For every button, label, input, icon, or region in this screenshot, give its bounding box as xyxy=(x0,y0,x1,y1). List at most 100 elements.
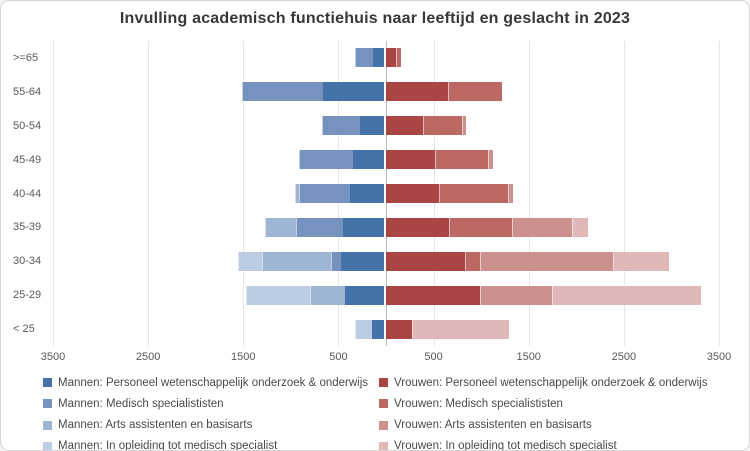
legend-label: Vrouwen: Personeel wetenschappelijk onde… xyxy=(394,376,708,389)
x-tick-label: 2500 xyxy=(611,351,637,363)
y-axis-label: 55-64 xyxy=(13,85,42,98)
bar-segment xyxy=(242,82,324,102)
bar-row-left xyxy=(299,150,384,170)
bar-segment xyxy=(386,251,465,271)
bar-row-left xyxy=(354,319,384,339)
gridline xyxy=(528,41,530,346)
bar-segment xyxy=(343,217,384,237)
y-axis-label: 40-44 xyxy=(13,187,42,200)
bar-row-left xyxy=(246,285,384,305)
bar-segment xyxy=(480,251,614,271)
legend-label: Vrouwen: Arts assistenten en basisarts xyxy=(394,419,592,432)
legend-swatch xyxy=(379,420,388,430)
chart-title: Invulling academisch functiehuis naar le… xyxy=(119,10,631,27)
legend-swatch xyxy=(379,378,388,387)
bar-row-right xyxy=(386,116,467,136)
bar-row-left xyxy=(322,116,384,136)
bar-segment xyxy=(354,319,372,339)
bar-segment xyxy=(371,319,384,339)
y-axis-label: 50-54 xyxy=(13,119,42,132)
legend-item: Mannen: In opleiding tot medisch special… xyxy=(43,440,278,451)
bar-segment xyxy=(386,217,449,237)
legend-item: Vrouwen: Medisch specialististen xyxy=(379,397,563,410)
gridline xyxy=(53,41,54,346)
legend-swatch xyxy=(379,399,388,409)
bar-segment xyxy=(330,251,342,271)
bar-segment xyxy=(246,285,310,305)
bar-segment xyxy=(262,251,331,271)
bar-segment xyxy=(423,116,463,136)
bar-segment xyxy=(572,217,588,237)
legend-swatch xyxy=(43,378,52,387)
legend-item: Mannen: Medisch specialististen xyxy=(43,397,224,410)
bar-row-left xyxy=(354,48,384,68)
legend-label: Vrouwen: In opleiding tot medisch specia… xyxy=(394,440,617,451)
legend-item: Vrouwen: In opleiding tot medisch specia… xyxy=(379,440,617,451)
x-tick-label: 2500 xyxy=(135,351,161,363)
bar-segment xyxy=(341,251,384,271)
gridline xyxy=(623,41,625,346)
legend-label: Mannen: In opleiding tot medisch special… xyxy=(58,440,278,451)
y-axis-label: >=65 xyxy=(13,51,39,64)
legend-label: Mannen: Medisch specialististen xyxy=(58,397,224,410)
gridline xyxy=(243,41,245,346)
y-axis-label: 35-39 xyxy=(13,221,42,234)
bar-row-right xyxy=(386,285,701,305)
y-axis-label: < 25 xyxy=(13,323,35,336)
bar-row-left xyxy=(242,82,384,102)
bar-segment xyxy=(294,184,300,203)
x-tick-label: 3500 xyxy=(706,351,732,363)
bar-row-right xyxy=(386,251,669,271)
legend-item: Mannen: Personeel wetenschappelijk onder… xyxy=(43,376,368,389)
x-tick-label: 500 xyxy=(329,351,348,363)
bar-segment xyxy=(434,150,488,170)
bar-segment xyxy=(372,48,384,68)
bar-row-right xyxy=(386,217,588,237)
bar-segment xyxy=(299,150,353,170)
bar-segment xyxy=(386,319,412,339)
y-axis-label: 25-29 xyxy=(13,289,42,302)
bar-row-left xyxy=(238,251,384,271)
x-tick-label: 1500 xyxy=(231,351,256,363)
legend-swatch xyxy=(379,441,388,450)
x-tick-label: 500 xyxy=(424,351,443,363)
bar-segment xyxy=(386,82,448,102)
legend-label: Mannen: Personeel wetenschappelijk onder… xyxy=(58,376,369,389)
bar-segment xyxy=(552,285,701,305)
gridline xyxy=(719,41,720,346)
gridline xyxy=(148,41,150,346)
bar-segment xyxy=(296,217,344,237)
legend-swatch xyxy=(43,441,52,450)
bar-segment xyxy=(322,116,361,136)
bar-segment xyxy=(386,285,481,305)
bar-row-right xyxy=(386,82,503,102)
bar-segment xyxy=(345,285,384,305)
bar-segment xyxy=(480,285,553,305)
bar-segment xyxy=(386,116,424,136)
bar-row-right xyxy=(386,319,509,339)
bar-segment xyxy=(323,82,384,102)
bar-segment xyxy=(396,48,402,68)
bar-segment xyxy=(464,251,481,271)
bar-segment xyxy=(511,217,573,237)
y-axis-label: 30-34 xyxy=(13,255,42,268)
bar-segment xyxy=(352,150,384,170)
bar-segment xyxy=(238,251,263,271)
bar-segment xyxy=(354,48,373,68)
bar-segment xyxy=(386,184,440,203)
legend-label: Mannen: Arts assistenten en basisarts xyxy=(58,419,253,432)
bar-segment xyxy=(265,217,297,237)
bar-segment xyxy=(309,285,345,305)
x-tick-label: 3500 xyxy=(40,351,66,363)
bar-row-right xyxy=(386,184,513,203)
bar-segment xyxy=(360,116,384,136)
legend-item: Mannen: Arts assistenten en basisarts xyxy=(43,419,252,432)
bar-row-left xyxy=(294,184,384,203)
legend-item: Vrouwen: Arts assistenten en basisarts xyxy=(379,419,592,432)
bar-segment xyxy=(386,48,397,68)
bar-segment xyxy=(507,184,513,203)
bar-segment xyxy=(613,251,669,271)
x-tick-label: 1500 xyxy=(516,351,541,363)
